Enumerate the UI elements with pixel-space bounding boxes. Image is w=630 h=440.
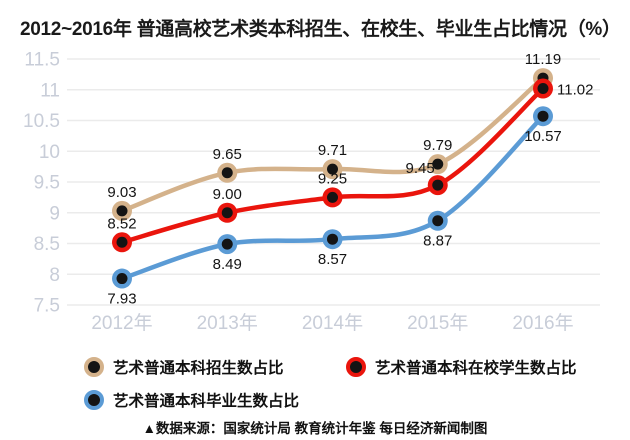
x-axis-label: 2013年 (197, 312, 258, 334)
x-axis-label: 2016年 (512, 312, 573, 334)
data-point-marker-center (537, 110, 549, 122)
data-point-label: 9.25 (318, 170, 347, 187)
y-tick-label: 8.5 (34, 234, 60, 255)
data-point-marker-center (432, 179, 444, 191)
data-point-marker-center (327, 163, 338, 175)
legend-item-enrollment: 艺术普通本科招生数占比 (84, 356, 346, 378)
chart-title: 2012~2016年 普通高校艺术类本科招生、在校生、毕业生占比情况（%） (20, 19, 621, 40)
legend-label-current-students: 艺术普通本科在校学生数占比 (375, 360, 577, 377)
y-tick-label: 10 (39, 142, 60, 163)
y-tick-label: 10.5 (23, 111, 60, 132)
data-point-label: 9.79 (423, 137, 452, 154)
y-tick-label: 9.5 (34, 173, 60, 194)
data-point-label: 9.03 (107, 184, 136, 201)
data-point-marker-center (327, 191, 338, 203)
line-chart: 7.5 8 8.5 9 9.5 10 10.5 11 11.5 2012年 2013年 2014年 20… (23, 50, 600, 334)
y-tick-label: 11.5 (24, 50, 60, 71)
data-point-marker-center (221, 238, 233, 250)
data-point-label: 7.93 (107, 291, 136, 308)
data-point-marker-center (327, 233, 338, 245)
legend-label-graduates: 艺术普通本科毕业生数占比 (113, 393, 300, 410)
legend-marker-enrollment-icon (84, 357, 104, 377)
data-point-marker-center (116, 205, 128, 217)
data-point-label: 10.57 (524, 128, 562, 145)
data-point-label: 8.49 (213, 256, 242, 273)
legend-marker-current-students-icon (346, 357, 366, 377)
x-axis-label: 2015年 (407, 312, 468, 334)
data-point-label: 11.19 (525, 51, 561, 68)
legend-label-enrollment: 艺术普通本科招生数占比 (113, 360, 284, 377)
legend-marker-graduates-icon (84, 390, 104, 410)
x-axis-label: 2014年 (302, 312, 363, 334)
y-tick-label: 7.5 (34, 296, 60, 317)
data-point-label: 9.71 (318, 142, 347, 159)
data-point-marker-center (537, 83, 549, 95)
data-point-marker-center (116, 273, 128, 285)
legend: 艺术普通本科招生数占比 艺术普通本科在校学生数占比 艺术普通本科毕业生数占比 (84, 356, 577, 411)
y-tick-label: 8 (49, 265, 60, 286)
data-point-label: 8.52 (107, 215, 136, 232)
data-point-marker-center (116, 236, 128, 248)
data-point-marker-center (221, 167, 233, 179)
data-point-label: 9.65 (213, 146, 242, 163)
data-point-marker-center (432, 215, 444, 227)
data-point-marker-center (432, 158, 444, 170)
legend-item-graduates: 艺术普通本科毕业生数占比 (84, 389, 346, 411)
data-point-label: 8.57 (318, 251, 347, 268)
y-tick-label: 9 (49, 203, 60, 224)
y-tick-label: 11 (40, 80, 60, 101)
legend-item-current-students: 艺术普通本科在校学生数占比 (346, 356, 577, 378)
data-point-label: 11.02 (557, 82, 593, 99)
data-point-marker-center (221, 207, 233, 219)
data-point-label: 9.00 (213, 186, 242, 203)
x-axis-label: 2012年 (91, 312, 152, 334)
data-point-label: 9.45 (406, 160, 435, 177)
source-note: ▲数据来源：国家统计局 教育统计年鉴 每日经济新闻制图 (142, 421, 488, 436)
data-point-label: 8.87 (423, 233, 452, 250)
